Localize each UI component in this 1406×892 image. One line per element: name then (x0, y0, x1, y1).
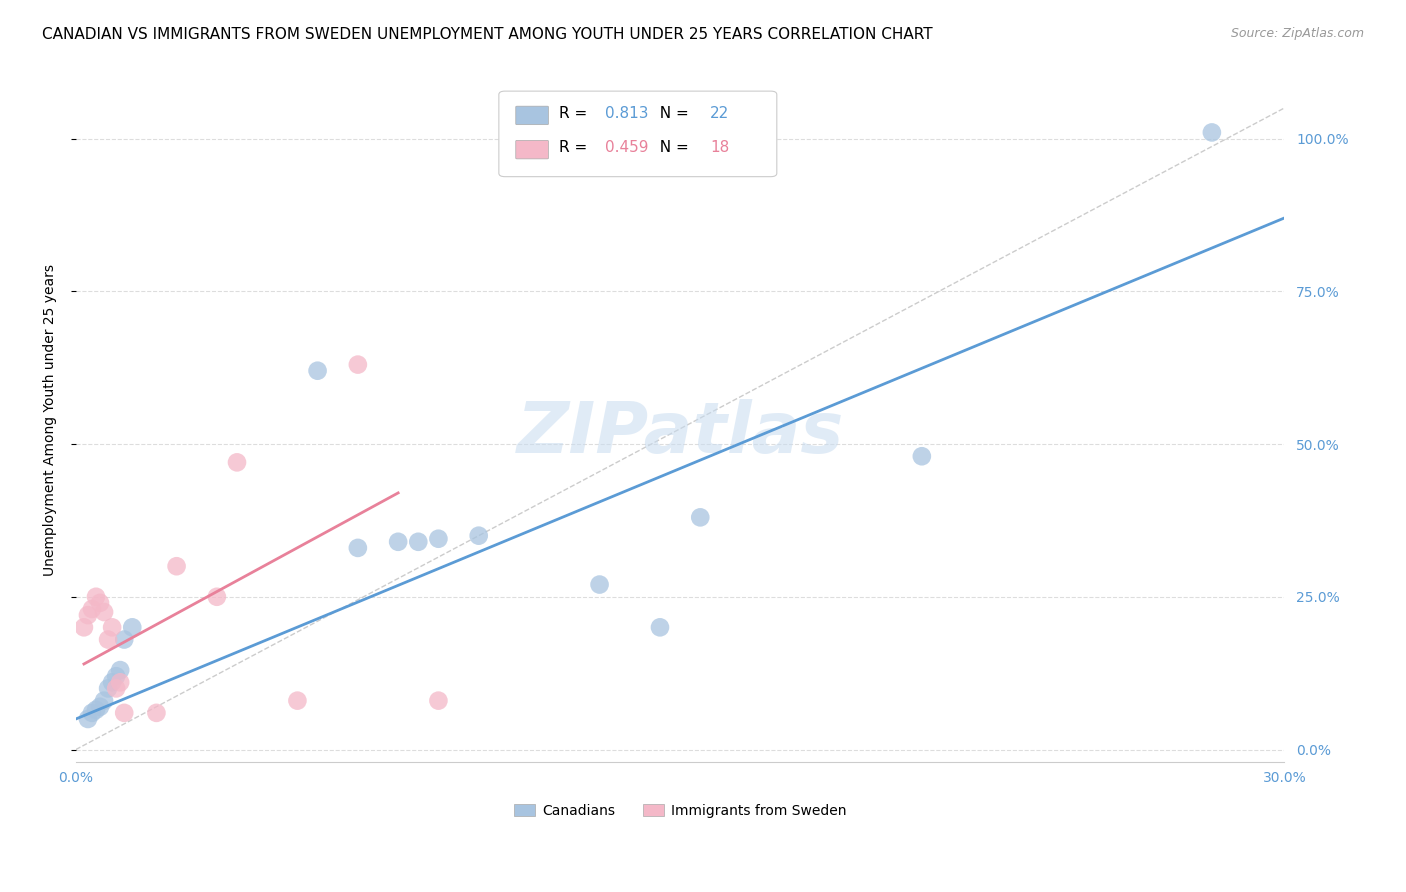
FancyBboxPatch shape (499, 91, 776, 177)
Point (1201, 125, 1223, 139)
Point (689, 510, 711, 524)
Point (77, 712, 100, 726)
Point (89, 699, 111, 714)
Point (112, 706, 135, 720)
Point (84, 703, 107, 717)
Point (406, 534, 429, 549)
Point (648, 620, 671, 634)
Point (112, 632, 135, 647)
Point (93, 693, 115, 707)
Text: 18: 18 (710, 140, 730, 155)
Point (307, 364, 329, 378)
Point (108, 663, 131, 677)
Point (101, 620, 124, 634)
Point (121, 620, 143, 634)
Point (77, 608, 100, 623)
Text: N =: N = (650, 140, 693, 155)
Point (911, 449, 934, 463)
Point (205, 590, 228, 604)
Point (226, 455, 249, 469)
Point (387, 534, 409, 549)
Point (101, 675, 124, 690)
Text: 22: 22 (710, 106, 730, 121)
Point (145, 706, 167, 720)
FancyBboxPatch shape (516, 106, 548, 125)
Text: R =: R = (560, 140, 592, 155)
Point (427, 693, 450, 707)
Point (467, 529, 489, 543)
Point (73, 620, 96, 634)
Point (97, 681, 120, 696)
Point (89, 596, 111, 610)
Point (80, 602, 103, 616)
Point (287, 693, 309, 707)
Point (347, 541, 370, 555)
Text: CANADIAN VS IMMIGRANTS FROM SWEDEN UNEMPLOYMENT AMONG YOUTH UNDER 25 YEARS CORRE: CANADIAN VS IMMIGRANTS FROM SWEDEN UNEMP… (42, 27, 932, 42)
Point (427, 532, 450, 546)
Point (347, 358, 370, 372)
FancyBboxPatch shape (516, 140, 548, 159)
Text: 0.459: 0.459 (605, 140, 648, 155)
Text: Source: ZipAtlas.com: Source: ZipAtlas.com (1230, 27, 1364, 40)
Text: R =: R = (560, 106, 592, 121)
Point (108, 675, 131, 690)
Y-axis label: Unemployment Among Youth under 25 years: Unemployment Among Youth under 25 years (44, 264, 58, 575)
Point (80, 706, 103, 720)
Point (105, 669, 128, 683)
Legend: Canadians, Immigrants from Sweden: Canadians, Immigrants from Sweden (509, 798, 852, 823)
Point (105, 681, 128, 696)
Text: N =: N = (650, 106, 693, 121)
Point (93, 605, 115, 619)
Text: ZIPatlas: ZIPatlas (516, 399, 844, 467)
Point (588, 577, 610, 591)
Point (84, 590, 107, 604)
Point (97, 632, 120, 647)
Text: 0.813: 0.813 (605, 106, 648, 121)
Point (166, 559, 188, 574)
